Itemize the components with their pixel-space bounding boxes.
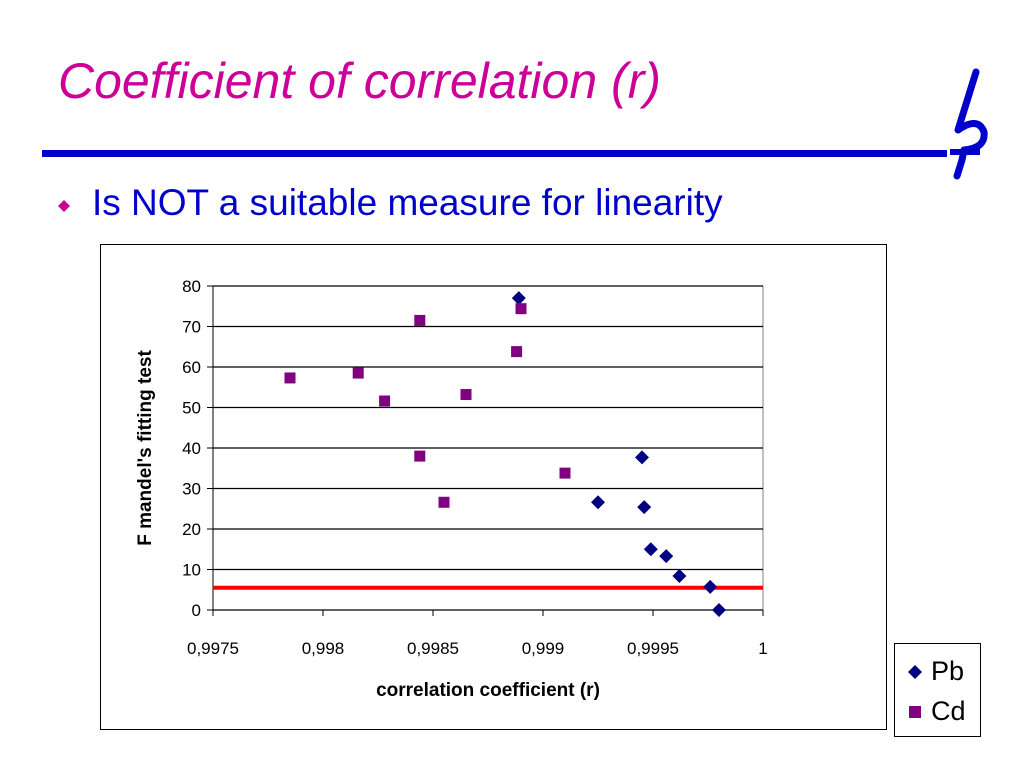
data-point-cd	[515, 303, 527, 315]
data-point-pb	[712, 603, 726, 617]
legend-square-icon	[907, 704, 923, 720]
data-point-cd	[414, 314, 426, 326]
x-tick-label: 0,9975	[187, 639, 239, 658]
data-point-pb	[591, 495, 605, 510]
y-tick-label: 80	[182, 277, 201, 296]
x-tick-label: 0,9995	[627, 639, 679, 658]
data-point-cd	[352, 367, 364, 379]
y-tick-label: 40	[182, 439, 201, 458]
legend-item-pb: Pb	[907, 656, 964, 687]
data-point-pb	[635, 450, 649, 465]
data-point-pb	[637, 500, 652, 515]
data-point-pb	[672, 568, 687, 583]
legend-label-pb: Pb	[931, 656, 965, 686]
legend-label-cd: Cd	[931, 696, 966, 726]
y-tick-label: 0	[192, 601, 201, 620]
data-point-cd	[438, 496, 450, 508]
data-point-cd	[284, 372, 296, 384]
slide-title: Coefficient of correlation (r)	[58, 53, 662, 109]
y-tick-label: 50	[182, 399, 201, 418]
title-underline	[42, 150, 947, 157]
data-point-cd	[511, 346, 523, 358]
chart-legend: Pb Cd	[894, 643, 981, 737]
legend-diamond-icon	[907, 664, 923, 680]
x-tick-label: 0,9985	[407, 639, 459, 658]
scatter-chart: 0 10 20 30 40 50 60 70 80 0,9975 0,998 0,9985 0,999 0…	[135, 277, 768, 701]
x-axis-label: correlation coefficient (r)	[376, 680, 600, 701]
data-point-pb	[643, 542, 658, 557]
data-point-cd	[379, 395, 391, 407]
y-tick-label: 70	[182, 318, 201, 337]
x-tick-label: 0,999	[522, 639, 565, 658]
x-tick-label: 1	[758, 639, 767, 658]
y-tick-label: 20	[182, 520, 201, 539]
data-point-cd	[414, 450, 426, 462]
y-tick-label: 10	[182, 561, 201, 580]
data-point-pb	[703, 579, 718, 594]
logo-icon	[950, 68, 988, 180]
data-point-pb	[511, 291, 526, 306]
x-tick-label: 0,998	[302, 639, 345, 658]
data-point-cd	[460, 389, 472, 401]
legend-item-cd: Cd	[907, 696, 966, 727]
data-point-pb	[659, 549, 674, 564]
data-point-cd	[559, 467, 571, 479]
bullet-diamond-icon	[58, 200, 70, 212]
y-tick-label: 60	[182, 358, 201, 377]
chart-area: 0 10 20 30 40 50 60 70 80 0,9975 0,998 0,9985 0,999 0…	[100, 244, 981, 737]
bullet-text: Is NOT a suitable measure for linearity	[92, 182, 723, 223]
y-tick-label: 30	[182, 480, 201, 499]
y-axis-label: F mandel's fitting test	[135, 350, 156, 546]
